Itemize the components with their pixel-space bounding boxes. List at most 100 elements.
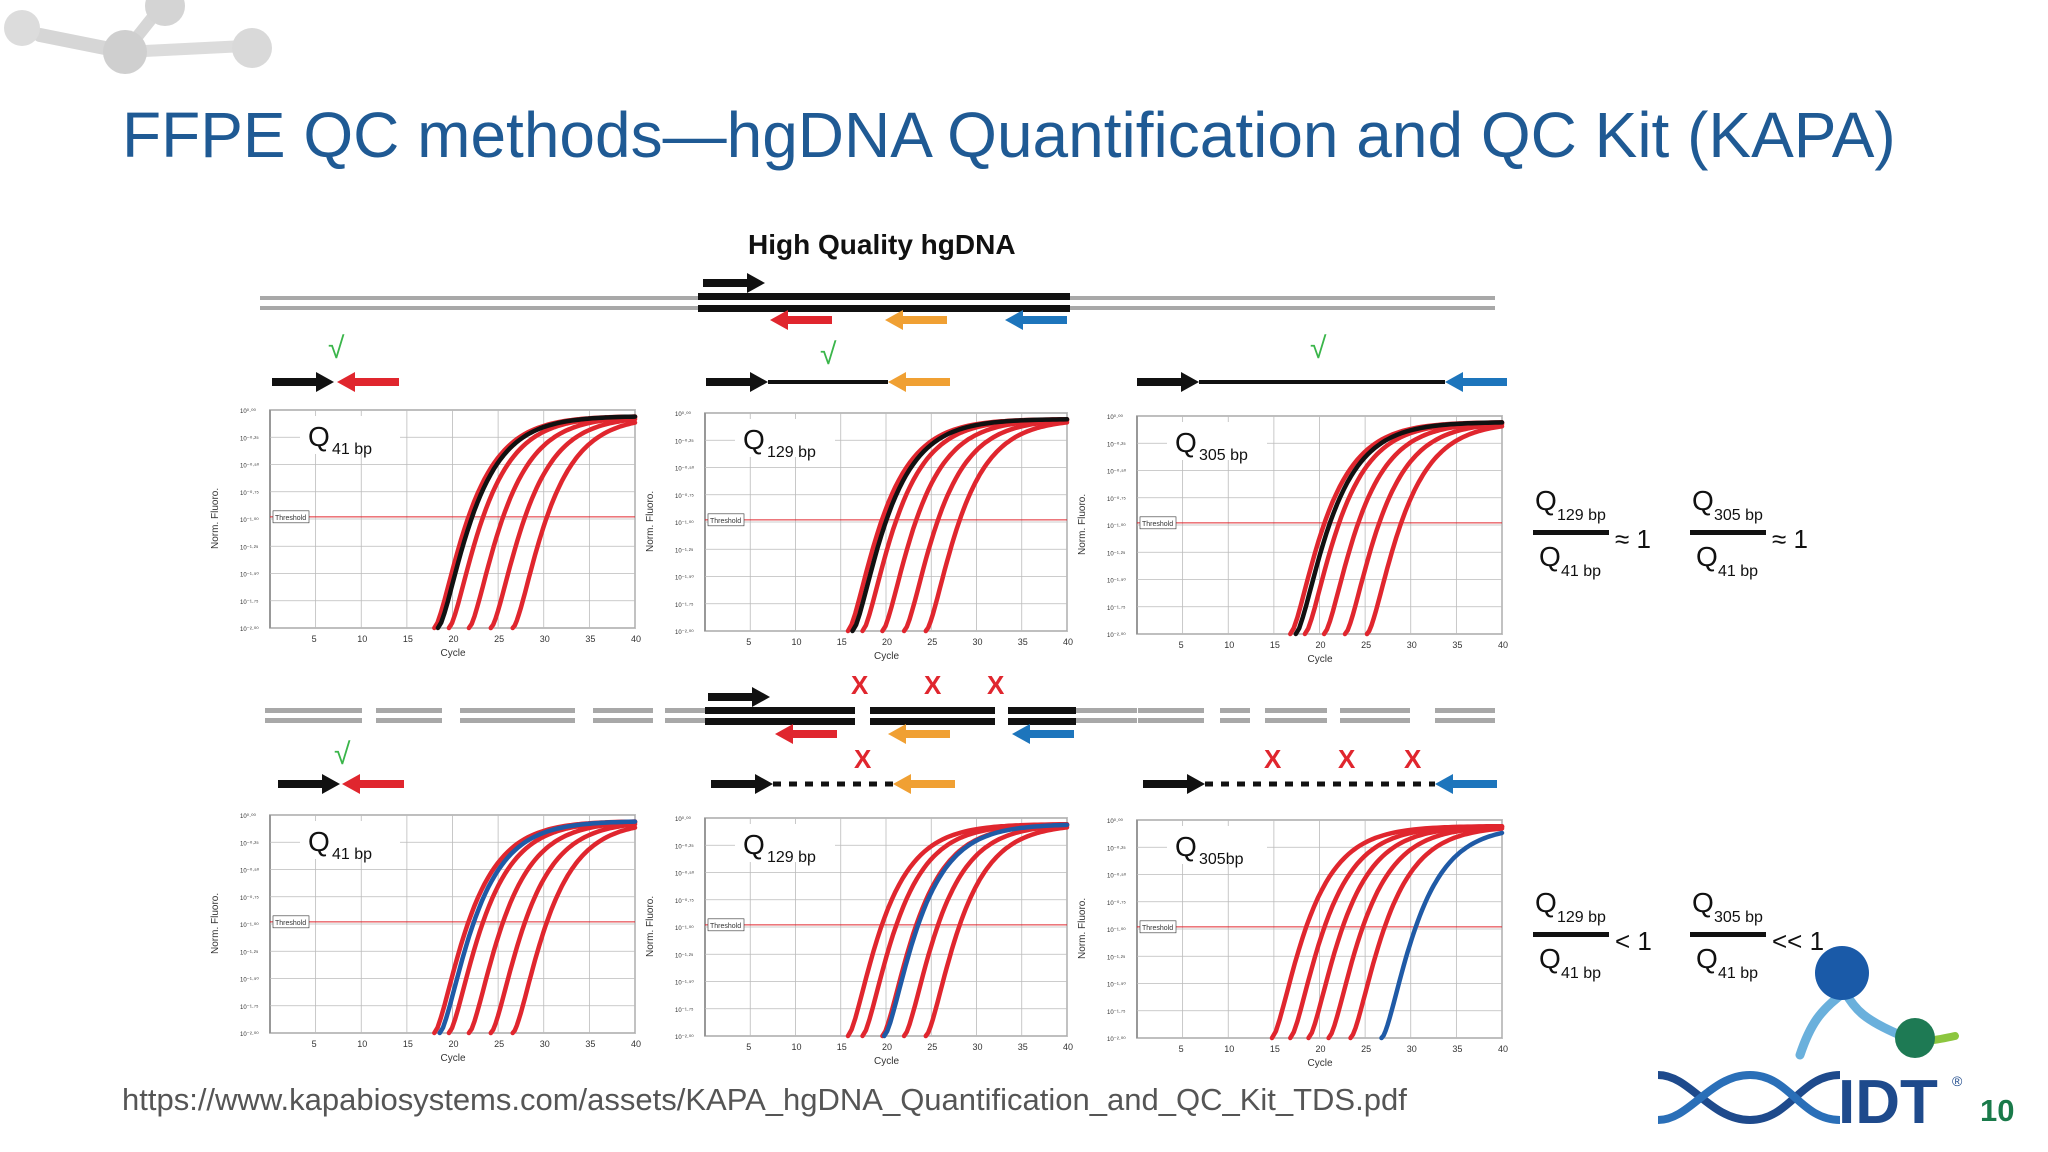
x-tick-label: 15 [837,637,847,647]
source-url: https://www.kapabiosystems.com/assets/KA… [122,1082,1407,1117]
x-tick-label: 40 [1063,637,1073,647]
ratio-numerator-sub: 129 bp [1557,909,1606,926]
amplicon-line [768,380,888,384]
panel-q41-top: 5 10 15 20 25 30 35 40 10⁰·⁰⁰ 10⁻⁰·²⁵ 10⁻⁰·⁵⁰ 10⁻⁰·… [210,408,641,659]
arrow-shaft [1143,780,1189,788]
y-tick-label: 10⁻¹·⁷⁵ [240,1004,259,1011]
reverse-primer-arrow [1012,724,1074,744]
x-tick-label: 15 [1270,1044,1280,1054]
threshold-label: Threshold [1142,521,1173,528]
x-axis-label: Cycle [441,648,466,659]
reverse-primer-arrow [885,310,947,330]
fragment-strand [1340,708,1410,713]
forward-primer-arrow [272,372,334,392]
fragment-target [1008,718,1076,725]
y-tick-label: 10⁻⁰·⁷⁵ [1107,496,1126,503]
q-label-bg [1167,422,1267,460]
idt-logo: IDT ® [1657,946,1963,1137]
arrow-head [770,310,788,330]
x-tick-label: 35 [585,1039,595,1049]
y-tick-label: 10⁻⁰·⁷⁵ [240,895,259,902]
y-tick-label: 10⁻¹·⁰⁰ [1107,523,1126,530]
y-tick-label: 10⁰·⁰⁰ [240,408,256,415]
arrow-head [888,372,906,392]
fail-x-icon: X [1338,744,1356,774]
x-tick-label: 5 [746,637,751,647]
x-tick-label: 25 [1361,1044,1371,1054]
x-tick-label: 10 [792,1042,802,1052]
q-subscript: 305 bp [1199,447,1248,464]
amplification-curve [437,819,638,1036]
molecule-decoration-icon [4,0,272,74]
amplification-curve [923,420,1070,634]
ratio-q: Q [1535,485,1557,516]
q-label: Q [308,421,330,452]
reverse-primer-arrow [775,724,837,744]
reverse-primer-arrow [1435,774,1497,794]
ratio-305-over-41-top: Q 305 bpQ 41 bp≈ 1 [1690,485,1808,580]
y-tick-label: 10⁻⁰·²⁵ [1107,441,1126,448]
arrow-head [1445,372,1463,392]
q-label: Q [743,424,765,455]
y-tick-label: 10⁻¹·²⁵ [675,952,694,959]
fragment-strand [1265,708,1327,713]
amplification-curve [1342,421,1505,637]
y-tick-label: 10⁻⁰·²⁵ [1107,845,1126,852]
x-tick-label: 40 [1498,1044,1508,1054]
y-tick-label: 10⁻¹·²⁵ [675,547,694,554]
fragment-strand [665,708,705,713]
panel-q41-bottom: 5 10 15 20 25 30 35 40 10⁰·⁰⁰ 10⁻⁰·²⁵ 10⁻⁰·⁵⁰ 10⁻⁰·… [210,813,641,1064]
y-tick-label: 10⁻¹·⁷⁵ [675,602,694,609]
fragment-strand [376,708,442,713]
reverse-primer-arrow [770,310,832,330]
y-tick-label: 10⁰·⁰⁰ [675,816,691,823]
reverse-primer-arrow [337,372,399,392]
amplification-curve [1364,424,1505,637]
threshold-label: Threshold [1142,925,1173,932]
x-tick-label: 40 [1063,1042,1073,1052]
y-axis-label: Norm. Fluoro. [1077,494,1088,555]
y-tick-label: 10⁻¹·⁵⁰ [675,980,694,987]
forward-primer-arrow [1137,372,1199,392]
check-mark-icon: √ [328,332,345,365]
fragment-strand [460,708,575,713]
y-axis-label: Norm. Fluoro. [210,893,221,954]
fragment-strand [1220,718,1250,723]
x-tick-label: 20 [1316,640,1326,650]
ratio-q: Q [1692,485,1714,516]
y-tick-label: 10⁻⁰·⁷⁵ [675,898,694,905]
arrow-shaft [358,780,404,788]
amplification-curve [1293,420,1505,637]
figure-header: High Quality hgDNA [748,229,1016,260]
arrow-head [752,687,770,707]
y-tick-label: 10⁻¹·⁵⁰ [1107,578,1126,585]
amplicon-line [1199,380,1445,384]
arrow-shaft [1137,378,1183,386]
x-tick-label: 20 [1316,1044,1326,1054]
y-tick-label: 10⁻¹·⁵⁰ [240,977,259,984]
logo-registered: ® [1952,1073,1963,1089]
x-tick-label: 35 [1452,1044,1462,1054]
amplification-curve [488,416,638,631]
fragment-strand [1075,718,1137,723]
panel-q129-top-curves [845,417,1070,634]
ratio-denominator-sub: 41 bp [1718,563,1758,580]
reverse-primer-arrow [893,774,955,794]
threshold-box [707,513,745,527]
y-tick-label: 10⁻¹·⁵⁰ [240,572,259,579]
ratio-denominator-sub: 41 bp [1561,965,1601,982]
logo-text: IDT [1838,1068,1938,1137]
threshold-box [272,510,310,524]
arrow-shaft [708,693,754,701]
ratio-q: Q [1539,943,1561,974]
x-tick-label: 10 [357,634,367,644]
ratio-q: Q [1535,887,1557,918]
fragment-strand [593,708,653,713]
panel-q129-bottom: 5 10 15 20 25 30 35 40 10⁰·⁰⁰ 10⁻⁰·²⁵ 10⁻⁰·⁵⁰ 10⁻⁰·… [645,816,1073,1067]
amplification-curve [1348,826,1505,1041]
ratio-129-over-41-top: Q 129 bpQ 41 bp≈ 1 [1533,485,1651,580]
y-axis-label: Norm. Fluoro. [645,491,656,552]
target-region [698,293,1070,300]
